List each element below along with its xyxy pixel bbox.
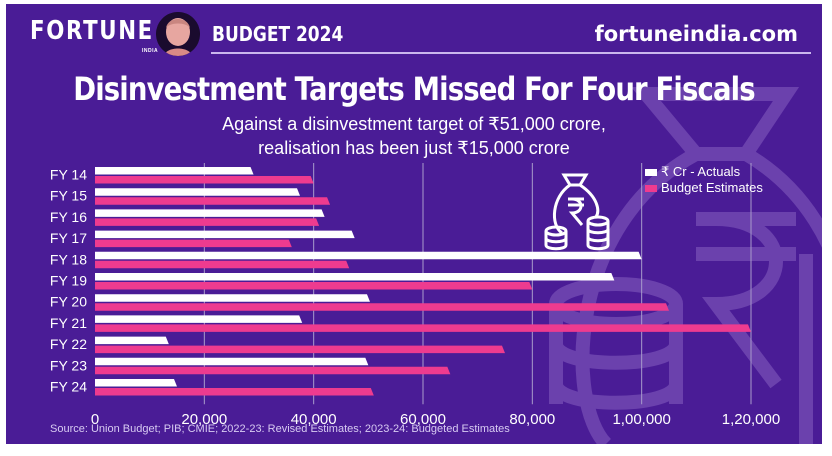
bar-budget-estimate: [95, 282, 533, 290]
bar-chart: 0 20,000 40,000 60,000 80,000 1,00,000 1,20,00…: [50, 163, 780, 428]
portrait-avatar: [156, 12, 200, 56]
category-label: FY 23: [50, 357, 87, 373]
x-tick-label: 80,000: [509, 411, 555, 428]
bar-actuals: [95, 230, 355, 239]
site-url-link[interactable]: fortuneindia.com: [594, 22, 798, 46]
x-tick-label: 1,20,000: [722, 411, 780, 428]
chart-legend: ₹ Cr - Actuals Budget Estimates: [645, 164, 763, 196]
bar-actuals: [95, 273, 615, 281]
bar-budget-estimate: [95, 218, 320, 226]
bar-budget-estimate: [95, 176, 314, 184]
category-label: FY 21: [50, 315, 87, 331]
chart-subtitle-line-2: realisation has been just ₹15,000 crore: [258, 138, 570, 158]
category-label: FY 16: [50, 209, 87, 225]
bar-actuals: [95, 167, 254, 175]
chart-subtitle-line-1: Against a disinvestment target of ₹51,00…: [222, 114, 606, 134]
bar-budget-estimate: [95, 345, 505, 354]
bar-budget-estimate: [95, 366, 451, 375]
infographic-card: FORTUNE INDIA BUDGET 2024 fortuneindia.c…: [6, 4, 822, 444]
bar-budget-estimate: [95, 388, 374, 396]
bar-actuals: [95, 251, 642, 260]
bar-actuals: [95, 188, 300, 196]
legend-item-actuals: ₹ Cr - Actuals: [645, 164, 763, 180]
bar-budget-estimate: [95, 239, 292, 248]
category-label: FY 17: [50, 230, 87, 246]
bar-budget-estimate: [95, 260, 350, 269]
legend-swatch-actuals: [645, 168, 657, 176]
section-title: BUDGET 2024: [212, 22, 344, 46]
x-tick-label: 60,000: [400, 411, 446, 428]
brand-sub-label: INDIA: [142, 48, 159, 54]
bar-budget-estimate: [95, 303, 669, 311]
chart-title: Disinvestment Targets Missed For Four Fi…: [73, 70, 755, 108]
category-label: FY 24: [50, 379, 87, 395]
category-label: FY 22: [50, 336, 87, 352]
category-label: FY 14: [50, 167, 87, 183]
x-tick-label: 1,00,000: [612, 411, 670, 428]
bar-actuals: [95, 357, 369, 366]
source-note: Source: Union Budget; PIB; CMIE; 2022-23…: [50, 423, 510, 435]
x-tick-label: 0: [91, 411, 99, 428]
money-bag-coins-icon: [544, 173, 610, 251]
bar-actuals: [95, 209, 325, 217]
bar-actuals: [95, 315, 303, 323]
category-label: FY 19: [50, 273, 87, 289]
category-label: FY 15: [50, 188, 87, 204]
bar-budget-estimate: [95, 197, 331, 205]
category-label: FY 18: [50, 251, 87, 267]
header-divider: [211, 52, 811, 54]
bar-actuals: [95, 336, 169, 345]
bar-actuals: [95, 294, 370, 302]
x-tick-label: 40,000: [291, 411, 337, 428]
bar-budget-estimate: [95, 324, 751, 332]
bar-actuals: [95, 379, 177, 387]
legend-label-actuals: ₹ Cr - Actuals: [661, 164, 741, 179]
legend-label-budget: Budget Estimates: [661, 180, 763, 195]
legend-swatch-budget: [645, 184, 657, 192]
legend-item-budget: Budget Estimates: [645, 180, 763, 196]
brand-logo: FORTUNE: [30, 16, 154, 46]
x-tick-label: 20,000: [181, 411, 227, 428]
category-label: FY 20: [50, 294, 87, 310]
